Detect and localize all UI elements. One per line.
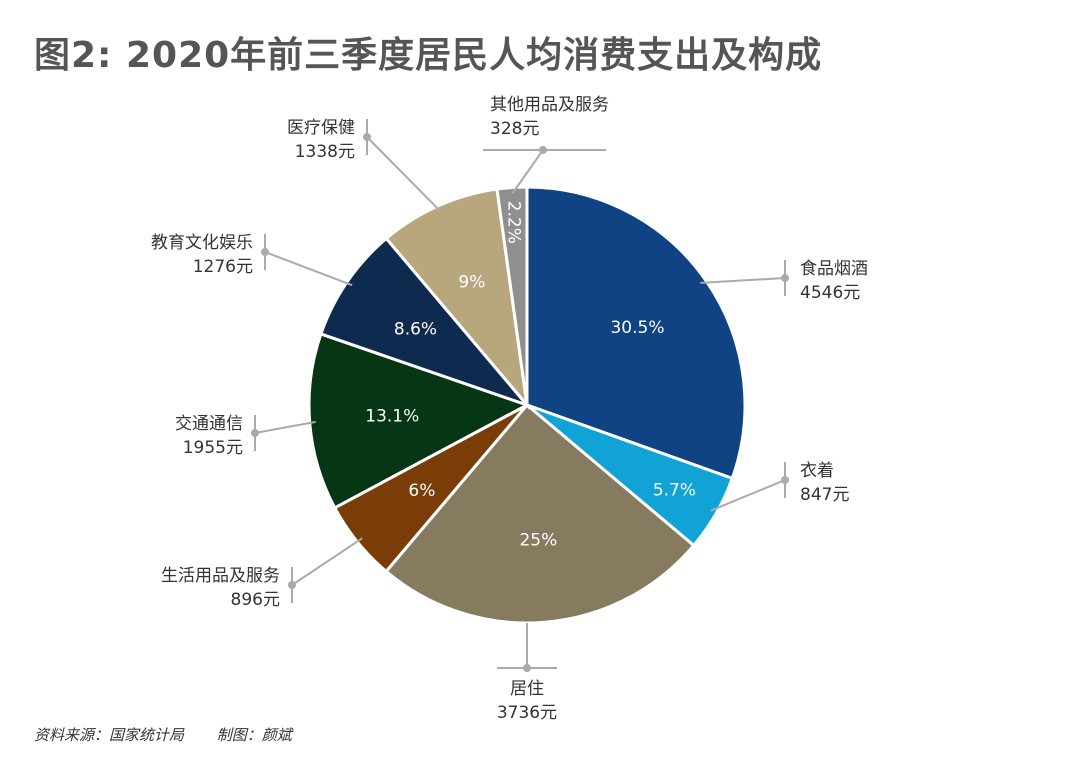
source-line: 资料来源：国家统计局 制图：颜斌 — [34, 724, 320, 745]
pie-slice — [384, 187, 530, 410]
slice-name-label: 生活用品及服务 — [161, 566, 280, 586]
pie-slices — [307, 185, 747, 625]
slice-name-label: 居住 — [510, 679, 544, 699]
slice-percent-label: 2.2% — [503, 201, 523, 244]
slice-value-label: 3736元 — [497, 703, 557, 723]
slice-value-label: 847元 — [800, 485, 849, 505]
pie-slice — [384, 402, 696, 625]
slice-name-label: 交通通信 — [175, 414, 243, 434]
slice-percent-label: 25% — [519, 531, 557, 551]
pie-slice — [525, 185, 747, 481]
slice-name-label: 其他用品及服务 — [490, 95, 609, 115]
slice-percent-label: 5.7% — [653, 481, 696, 501]
slice-value-label: 4546元 — [800, 283, 860, 303]
slice-name-label: 衣着 — [800, 461, 834, 481]
source-note: 资料来源：国家统计局 — [34, 726, 185, 744]
slice-percent-label: 13.1% — [365, 407, 419, 427]
slice-value-label: 1276元 — [193, 257, 253, 277]
slice-name-label: 食品烟酒 — [800, 259, 868, 279]
slice-value-label: 328元 — [490, 119, 539, 139]
slice-percent-label: 9% — [458, 273, 485, 293]
slice-value-label: 1338元 — [295, 142, 355, 162]
slice-value-label: 1955元 — [183, 438, 243, 458]
label-connectors — [251, 119, 789, 672]
credit-note: 制图：颜斌 — [216, 726, 292, 744]
slice-labels: 30.5% 食品烟酒 4546元 5.7% 衣着 847元 25% 居住 3736元 6% 生活用品… — [151, 95, 868, 723]
slice-name-label: 教育文化娱乐 — [151, 233, 253, 253]
slice-percent-label: 6% — [408, 481, 435, 501]
slice-percent-label: 8.6% — [394, 320, 437, 340]
slice-name-label: 医疗保健 — [287, 118, 355, 138]
slice-percent-label: 30.5% — [610, 318, 664, 338]
slice-value-label: 896元 — [231, 590, 280, 610]
pie-slice — [318, 236, 532, 409]
chart-title: 图2: 2020年前三季度居民人均消费支出及构成 — [34, 35, 823, 76]
pie-slice — [495, 185, 529, 406]
